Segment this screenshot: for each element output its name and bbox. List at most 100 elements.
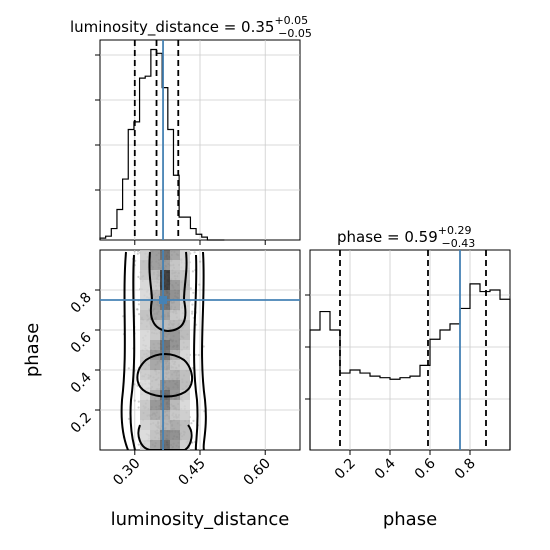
density-cell (160, 420, 170, 430)
scatter-point (136, 308, 139, 311)
scatter-point (136, 252, 139, 255)
scatter-point (202, 345, 205, 348)
density-cell (160, 390, 170, 400)
scatter-point (190, 422, 193, 425)
density-cell (150, 400, 160, 410)
truth-marker (159, 296, 168, 304)
density-cell (160, 340, 170, 350)
density-contours (120, 251, 207, 450)
density-cell (150, 430, 160, 440)
density-cell (160, 250, 170, 260)
density-cell (180, 420, 190, 430)
density-cell (140, 340, 150, 350)
scatter-point (127, 417, 131, 420)
density-cell (170, 300, 180, 310)
density-cell (140, 270, 150, 280)
density-cell (140, 330, 150, 340)
density-cell (160, 320, 170, 330)
density-cell (140, 440, 150, 450)
density-cell (150, 280, 160, 290)
density-cell (170, 420, 180, 430)
density-cell (170, 290, 180, 300)
y-tick-label-phase: 0.8 (68, 290, 95, 317)
scatter-point (189, 287, 192, 290)
contour-inner (136, 353, 193, 398)
density-cell (160, 370, 170, 380)
density-cell (140, 290, 150, 300)
scatter-point (191, 303, 194, 306)
density-cell (170, 270, 180, 280)
density-cell (150, 340, 160, 350)
density-cell (170, 400, 180, 410)
quantile-lines-phase (339, 250, 487, 450)
density-cell (170, 370, 180, 380)
density-cell (160, 280, 170, 290)
density-cell (140, 420, 150, 430)
scatter-point (135, 308, 139, 311)
contour-inner (137, 424, 193, 450)
density-cell (160, 410, 170, 420)
density-cell (170, 340, 180, 350)
density-cell (160, 310, 170, 320)
scatter-point (137, 250, 140, 252)
scatter-point (127, 367, 130, 370)
scatter-point (197, 353, 200, 357)
density-cell (150, 370, 160, 380)
scatter-point (199, 260, 202, 263)
density-cell (180, 350, 190, 360)
y-tick-label-phase: 0.4 (68, 369, 95, 396)
density-cell (160, 430, 170, 440)
contour-outer (120, 251, 129, 450)
density-cell (140, 260, 150, 270)
scatter-point (191, 270, 194, 273)
density-cell (140, 310, 150, 320)
contour-inner (148, 251, 188, 333)
scatter-point (137, 443, 140, 446)
x-tick-label-luminosity-distance: 0.45 (175, 456, 208, 489)
scatter-point (133, 399, 136, 402)
scatter-point (193, 251, 196, 254)
density-cell (140, 360, 150, 370)
scatter-point (198, 283, 201, 286)
x-tick-label-phase: 0.4 (372, 455, 399, 482)
density-cell (150, 410, 160, 420)
x-tick-label-phase: 0.8 (452, 456, 479, 483)
contour-outer (201, 251, 207, 450)
density-cell (150, 360, 160, 370)
density-cell (170, 310, 180, 320)
density-cell (150, 380, 160, 390)
density-cell (160, 300, 170, 310)
density-cell (160, 290, 170, 300)
density-cell (150, 440, 160, 450)
scatter-point (137, 400, 140, 403)
contour-mid (129, 254, 136, 450)
x-tick-label-luminosity-distance: 0.60 (241, 456, 274, 489)
axis-ticks (95, 54, 471, 455)
density-cell (150, 290, 160, 300)
scatter-point (138, 313, 141, 316)
density-cell (180, 390, 190, 400)
density-cell (160, 380, 170, 390)
density-cell (180, 380, 190, 390)
density-cell (180, 440, 190, 450)
density-cell (180, 330, 190, 340)
truth-lines-scatter (100, 250, 300, 450)
density-cell (160, 360, 170, 370)
density-cell (170, 260, 180, 270)
density-cell (160, 400, 170, 410)
grid-top (100, 40, 300, 240)
density-cell (140, 370, 150, 380)
scatter-point (133, 250, 136, 253)
density-cell (160, 330, 170, 340)
density-cell (150, 270, 160, 280)
density-cell (140, 410, 150, 420)
density-cell (140, 320, 150, 330)
density-cell (170, 380, 180, 390)
density-cells (140, 250, 190, 450)
x-axis-label-phase: phase (383, 509, 437, 530)
density-cell (150, 250, 160, 260)
density-cell (170, 410, 180, 420)
density-cell (170, 250, 180, 260)
density-cell (140, 350, 150, 360)
